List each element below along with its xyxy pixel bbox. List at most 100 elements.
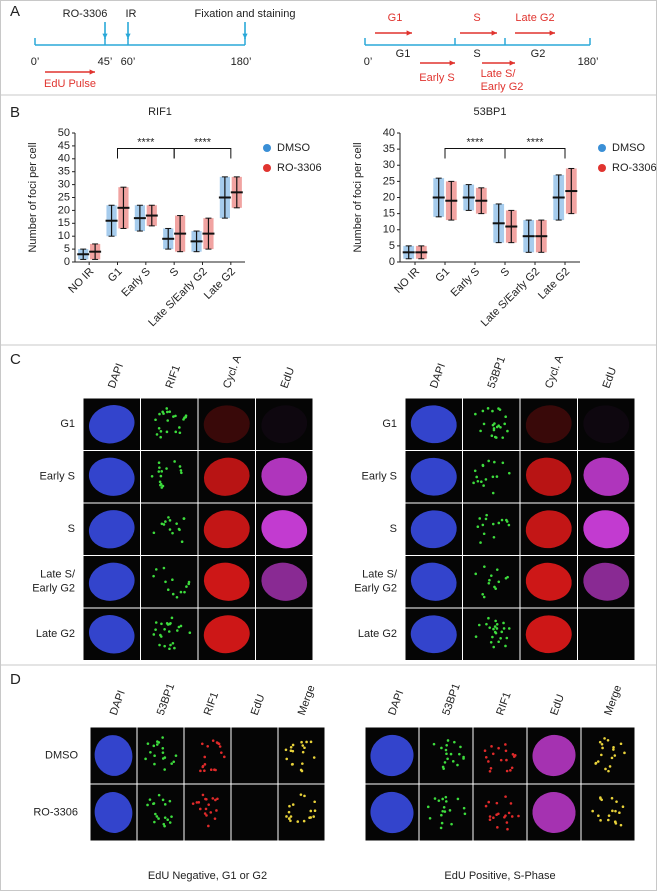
focus [157,461,161,465]
nucleus [88,562,135,601]
micrograph [519,397,578,451]
row-label: Late G2 [358,628,397,640]
nucleus [203,405,250,444]
focus [504,814,507,817]
focus [203,812,207,815]
y-axis-label: Number of foci per cell [27,142,39,252]
time-label: 45’ [98,56,113,68]
focus [497,407,500,410]
focus [506,429,509,433]
focus [291,743,295,747]
focus [478,517,482,520]
focus [495,568,499,571]
y-tick-label: 15 [58,217,70,229]
focus [172,760,176,764]
row-label: Late S/ [362,569,398,581]
focus [490,574,493,577]
focus [180,471,183,475]
phase-label: Late G2 [515,12,554,24]
focus [495,623,499,626]
focus [174,754,178,757]
focus [510,815,514,818]
micrograph [580,726,636,785]
focus [479,541,482,544]
focus [496,826,499,829]
focus [300,740,303,744]
focus [445,752,448,756]
focus [483,565,486,568]
focus [159,474,163,478]
focus [611,809,614,813]
focus [165,407,169,410]
focus [440,746,443,750]
arrow-head [242,33,248,39]
phase-label: G2 [531,48,546,60]
focus [477,623,481,627]
significance: **** [466,136,484,148]
y-tick-label: 0 [389,256,395,268]
row-label: RO-3306 [33,806,78,818]
focus [223,755,226,759]
focus [163,644,166,648]
focus [180,540,184,543]
micrograph [230,783,279,842]
focus [154,418,157,422]
focus [437,799,441,802]
focus [211,739,215,742]
focus [492,535,496,539]
focus [203,769,206,773]
micrograph [577,607,636,661]
time-label: 180’ [231,56,252,68]
focus [163,768,166,771]
focus [156,740,159,743]
focus [509,802,513,805]
focus [487,616,490,620]
time-label: 0’ [364,56,373,68]
y-tick-label: 50 [58,127,70,139]
focus [512,755,516,758]
focus [481,523,485,527]
micrograph [462,502,521,556]
focus [488,769,492,773]
focus [495,425,499,429]
focus [157,426,161,430]
focus [183,590,186,594]
focus [299,793,303,796]
focus [218,745,222,748]
arrow-head [102,33,108,39]
phase-label: G1 [388,12,403,24]
focus [490,745,493,748]
focus [178,528,181,532]
focus [160,522,164,526]
nucleus [261,405,308,444]
micrograph [418,783,474,842]
focus [485,513,488,517]
focus [168,410,172,414]
focus [285,757,289,761]
focus [446,757,449,761]
focus [312,756,316,759]
focus [442,805,446,809]
micrograph [255,397,314,451]
focus [171,578,174,582]
focus [284,748,288,752]
focus [207,824,210,828]
phase-label: Late S/ [481,68,517,80]
focus [168,622,172,626]
nucleus [583,562,630,601]
focus [491,423,495,427]
focus [168,821,172,824]
focus [184,414,188,418]
focus [594,761,598,765]
focus [173,460,176,463]
focus [161,751,165,754]
focus [301,762,304,765]
focus [517,814,520,818]
focus [613,754,617,757]
panel-label: A [10,3,20,20]
focus [487,800,491,804]
focus [161,746,165,750]
focus [502,621,505,625]
y-tick-label: 0 [64,256,70,268]
focus [309,740,313,744]
